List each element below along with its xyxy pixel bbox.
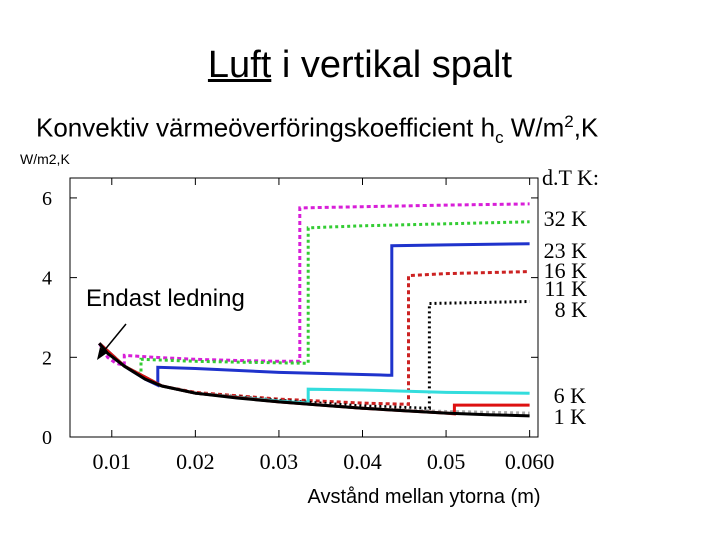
y-tick-label: 6 [42, 188, 52, 210]
subtitle-subscript: c [495, 127, 504, 147]
x-tick-label: 0.03 [260, 449, 299, 474]
legend-label-upper: 11 K [544, 276, 587, 301]
x-tick-label: 0.05 [427, 449, 466, 474]
series-line-3 [98, 242, 530, 388]
title-word-luft: Luft [207, 44, 272, 86]
legend-label-upper: 8 K [555, 297, 588, 322]
series-line-9 [98, 342, 530, 418]
chart-subtitle: Konvektiv värmeöverföringskoefficient hc… [36, 112, 598, 148]
legend-label-lower: 6 K [554, 383, 587, 408]
y-axis-label: W/m2,K [20, 151, 70, 167]
series-layer [98, 202, 530, 418]
plot-border [69, 177, 539, 438]
subtitle-superscript: 2 [564, 112, 574, 131]
subtitle-main: Konvektiv värmeöverföringskoefficient h [36, 112, 496, 143]
x-tick-label: 0.01 [93, 449, 132, 474]
x-tick-label: 0.04 [343, 449, 382, 474]
subtitle-end: ,K [573, 112, 599, 143]
legend-label-lower: 1 K [554, 404, 587, 429]
legend-label-upper: 16 K [544, 258, 588, 283]
legend-label-upper: 23 K [544, 238, 588, 263]
x-tick-label: 0.02 [176, 449, 215, 474]
y-tick-label: 0 [42, 427, 52, 449]
annotation-arrow-head [97, 347, 107, 360]
annotation-label: Endast ledning [86, 285, 245, 312]
x-tick-label: 0.060 [505, 449, 555, 474]
series-line-4 [98, 270, 530, 406]
title-rest: i vertikal spalt [271, 44, 513, 86]
plot-frame [69, 177, 539, 438]
legend-title: d.T K: [542, 165, 599, 190]
y-tick-label: 4 [42, 268, 52, 290]
x-axis-label: Avstånd mellan ytorna (m) [307, 486, 540, 508]
annotation-arrow-shaft [102, 323, 127, 353]
slide-title: Luft i vertikal spalt [0, 44, 720, 87]
text-layer: 0.01 0.02 0.03 0.04 0.05 0.060 0 2 4 6 W/m2,K Avstå… [20, 151, 599, 508]
legend-label-upper: 32 K [544, 206, 588, 231]
y-tick-label: 2 [42, 347, 52, 369]
subtitle-unit: W/m [503, 112, 565, 143]
